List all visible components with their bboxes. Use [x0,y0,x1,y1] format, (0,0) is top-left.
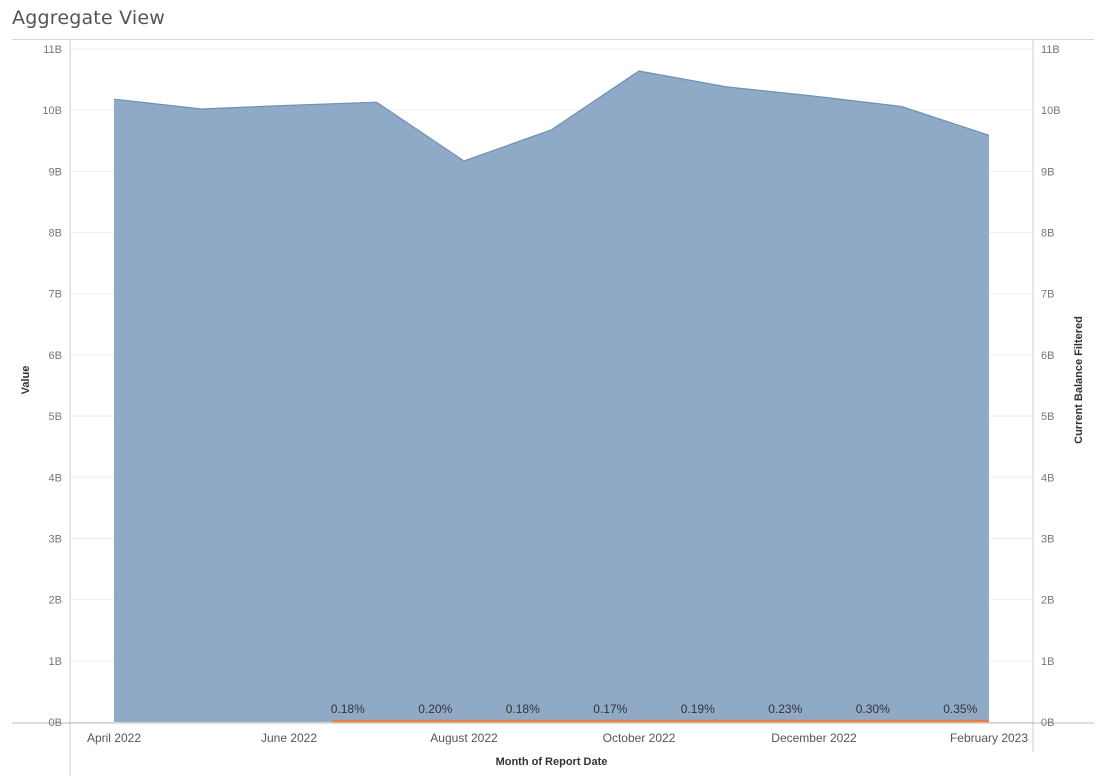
x-tick-label: June 2022 [261,731,317,745]
y-tick-label: 11B [43,44,62,56]
y-tick-label: 3B [49,533,62,545]
x-axis-title: Month of Report Date [496,756,608,768]
right-y-tick-label: 10B [1041,105,1061,117]
ratio-data-label: 0.18% [506,702,540,716]
data-labels: 0.18% 0.20% 0.18% 0.17% 0.19% 0.23% 0.30% 0.35% [331,702,978,716]
right-y-tick-label: 11B [1041,44,1060,56]
y-tick-label: 6B [49,350,62,362]
left-y-ticks: 0B 1B 2B 3B 4B 5B 6B 7B 8B 9B 10B 11B [42,44,62,729]
x-tick-label: October 2022 [603,731,676,745]
x-tick-label: April 2022 [87,731,141,745]
y-tick-label: 9B [49,166,62,178]
area-series [113,70,990,722]
y-tick-label: 8B [49,228,62,240]
x-tick-label: December 2022 [771,731,857,745]
x-tick-label: August 2022 [430,731,498,745]
right-y-tick-label: 4B [1041,472,1054,484]
right-y-ticks: 0B 1B 2B 3B 4B 5B 6B 7B 8B 9B 10B 11B [1041,44,1061,729]
y-tick-label: 5B [49,411,62,423]
right-y-tick-label: 6B [1041,350,1054,362]
title-divider [12,39,1094,40]
ratio-data-label: 0.20% [418,702,452,716]
right-y-tick-label: 8B [1041,228,1054,240]
y-tick-label: 10B [42,105,62,117]
y-tick-label: 7B [49,289,62,301]
right-y-tick-label: 7B [1041,289,1054,301]
y-tick-label: 2B [49,595,62,607]
ratio-data-label: 0.18% [331,702,365,716]
right-y-tick-label: 9B [1041,166,1054,178]
right-y-tick-label: 3B [1041,533,1054,545]
y-tick-label: 4B [49,472,62,484]
ratio-data-label: 0.35% [943,702,977,716]
x-ticks: April 2022 June 2022 August 2022 October 20… [87,731,1028,745]
ratio-data-label: 0.19% [681,702,715,716]
ratio-data-label: 0.30% [856,702,890,716]
area-fill [114,71,989,722]
right-y-tick-label: 5B [1041,411,1054,423]
right-y-tick-label: 1B [1041,656,1054,668]
axes [12,40,1094,776]
y-axis-title: Value [20,366,32,395]
y-tick-label: 1B [49,656,62,668]
ratio-data-label: 0.17% [593,702,627,716]
right-y-tick-label: 2B [1041,595,1054,607]
ratio-data-label: 0.23% [768,702,802,716]
right-y-axis-title: Current Balance Filtered [1073,316,1085,444]
y-tick-label: 0B [49,717,62,729]
right-y-tick-label: 0B [1041,717,1054,729]
page-title: Aggregate View [12,7,165,29]
x-tick-label: February 2023 [950,731,1028,745]
area-top-edge [113,70,990,162]
